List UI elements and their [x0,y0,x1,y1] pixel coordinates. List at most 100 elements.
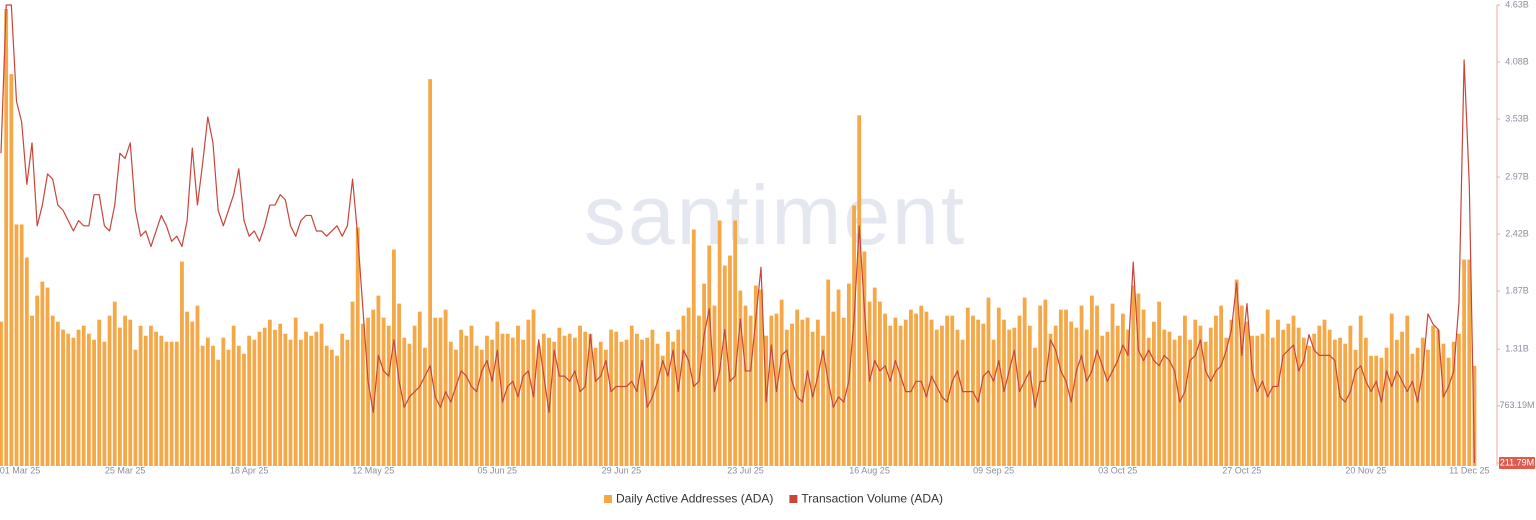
bar-series [0,9,1477,467]
bar [1472,365,1477,466]
bar [991,339,996,466]
bar [283,333,288,466]
bar [733,220,738,466]
bar [143,335,148,466]
bar [1322,319,1327,466]
bar [216,359,221,466]
bar [1384,347,1389,466]
bar [852,205,856,466]
bar [629,325,634,466]
bar [454,349,458,466]
bar [1451,341,1456,466]
bar [531,309,536,466]
bar [805,317,810,466]
bar [521,339,526,466]
bar [1167,331,1172,466]
bar [1395,339,1399,466]
bar [624,339,629,466]
bar [862,251,867,466]
bar [1084,329,1089,466]
bar [691,229,696,466]
bar [666,331,670,466]
bar [753,285,758,466]
bar [1214,315,1218,466]
bar [867,301,872,466]
bar [24,257,29,466]
bar [965,307,970,466]
bar [883,313,887,466]
bar [443,309,448,466]
bar [14,224,19,466]
bar [795,309,800,466]
bar [1343,343,1348,466]
bar [448,341,453,466]
bar [826,279,831,466]
line-series [0,4,1476,464]
bar [469,325,474,466]
bar [247,335,252,466]
bar [1276,319,1280,466]
bar [1327,329,1332,466]
bar [371,309,376,466]
bar [1338,337,1342,466]
bar [1188,339,1192,466]
bar [707,245,712,466]
bar [505,333,510,466]
bar [1353,349,1358,466]
y2-tick-label: 1.87B [1505,285,1529,295]
x-tick-label: 09 Sep 25 [973,465,1014,475]
bar [572,337,577,466]
bar [547,337,551,466]
bar [66,333,71,466]
bar [479,349,484,466]
x-tick-label: 01 Mar 25 [0,465,40,475]
y2-tick-label: 1.31B [1505,344,1529,354]
bar [728,255,732,466]
bar [722,265,727,466]
bar [361,323,365,466]
bar [821,335,825,466]
bar [1224,337,1229,466]
bar [1296,327,1301,466]
bar [1301,337,1306,466]
bar [1229,319,1234,466]
bar [1358,315,1363,466]
bar [1038,305,1043,466]
bar [655,343,660,466]
bar [1074,327,1079,466]
bar [779,299,784,466]
bar [1120,313,1125,466]
bar [536,345,541,466]
bar [815,319,820,466]
watermark: santiment [584,168,966,262]
bar [257,331,262,466]
bar [909,309,913,466]
bar [1219,305,1224,466]
bar [857,115,862,466]
x-tick-label: 25 Mar 25 [105,465,146,475]
bar [1431,325,1435,466]
y2-tick-label: 2.42B [1505,228,1529,238]
bar [97,319,102,466]
bar [495,321,500,466]
bar [552,341,557,466]
bar [1095,305,1099,466]
bar [1058,309,1063,466]
bar [671,341,675,466]
bar [1146,337,1151,466]
bar [1332,339,1337,466]
x-tick-label: 23 Jul 25 [727,465,764,475]
bar [593,347,598,466]
bar [45,287,50,466]
bar [1462,259,1467,466]
bar [304,331,308,466]
bar [169,341,174,466]
bar [1291,315,1296,466]
bar [1374,355,1379,466]
bar [1012,327,1017,466]
bar [996,307,1001,466]
bar [1363,337,1368,466]
bar [76,329,81,466]
bar [598,341,603,466]
current-value-badge [1499,457,1535,469]
